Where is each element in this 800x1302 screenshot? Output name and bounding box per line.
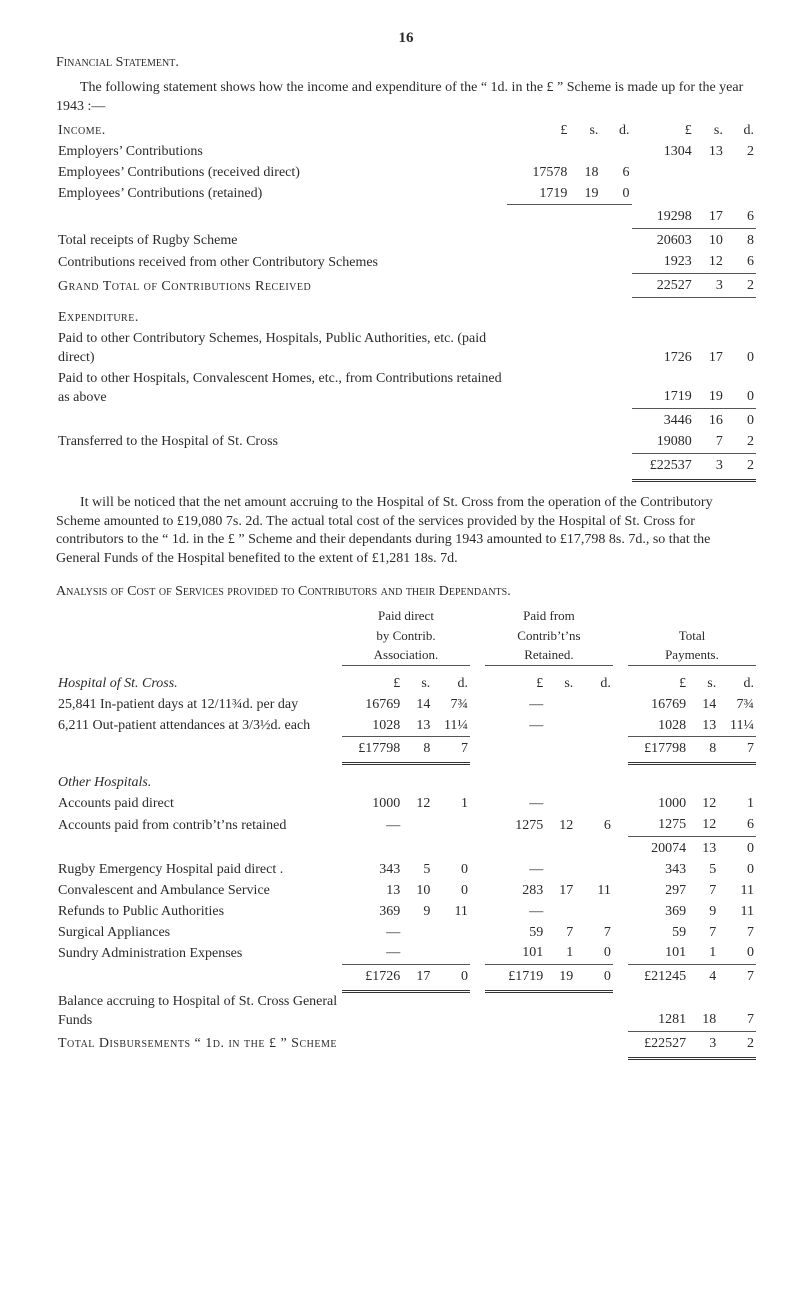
table-row: Rugby Emergency Hospital paid direct . 3…: [56, 860, 756, 881]
col-head-pound: £: [632, 121, 694, 142]
table-row: Convalescent and Ambulance Service 13 10…: [56, 881, 756, 902]
table-row: Refunds to Public Authorities 369 9 11 —…: [56, 902, 756, 923]
balance-row: Balance accruing to Hospital of St. Cros…: [56, 992, 756, 1032]
colhead: Paid direct: [342, 606, 470, 626]
table-row: Accounts paid from contrib’t’ns retained…: [56, 815, 756, 836]
colhead: Paid from: [485, 606, 613, 626]
table-row: Employers’ Contributions 1304 13 2: [56, 142, 756, 163]
subtotal-row: 20074 13 0: [56, 839, 756, 860]
grand-total-row: Grand Total of Contributions Received 22…: [56, 276, 756, 297]
totals-row: £1726 17 0 £1719 19 0 £21245 4 7: [56, 967, 756, 988]
page-number: 16: [56, 28, 756, 48]
analysis-table: Paid direct Paid from by Contrib. Contri…: [56, 606, 756, 1060]
subtotal-row: 19298 17 6: [56, 207, 756, 228]
table-row: Surgical Appliances — 59 7 7 59 7 7: [56, 923, 756, 944]
grand-total-row: £22537 3 2: [56, 456, 756, 477]
table-row: Paid to other Contributory Schemes, Hosp…: [56, 329, 756, 369]
narrative-paragraph: It will be noticed that the net amount a…: [56, 494, 756, 570]
table-row: Contributions received from other Contri…: [56, 252, 756, 273]
subtotal-row: 3446 16 0: [56, 411, 756, 432]
table-row: 25,841 In-patient days at 12/11¾d. per d…: [56, 695, 756, 716]
expenditure-heading: Expenditure.: [56, 308, 507, 329]
total-disbursements-row: Total Disbursements “ 1d. in the £ ” Sch…: [56, 1034, 756, 1055]
analysis-heading: Analysis of Cost of Services provided to…: [56, 583, 756, 602]
table-row: Paid to other Hospitals, Convalescent Ho…: [56, 369, 756, 409]
financial-statement-heading: Financial Statement.: [56, 54, 756, 73]
table-row: 6,211 Out-patient attendances at 3/3½d. …: [56, 716, 756, 737]
table-row: Transferred to the Hospital of St. Cross…: [56, 432, 756, 453]
other-hospitals-heading: Other Hospitals.: [56, 773, 342, 794]
table-row: Sundry Administration Expenses — 101 1 0…: [56, 943, 756, 964]
income-table: Income. £ s. d. £ s. d. Employers’ Contr…: [56, 121, 756, 482]
hosp-heading: Hospital of St. Cross.: [56, 674, 342, 695]
table-row: Accounts paid direct 1000 12 1 — 1000 12…: [56, 794, 756, 815]
col-head-d: d.: [725, 121, 756, 142]
table-row: Total receipts of Rugby Scheme 20603 10 …: [56, 231, 756, 252]
col-head-s: s.: [694, 121, 725, 142]
intro-paragraph: The following statement shows how the in…: [56, 79, 756, 117]
table-row: Employees’ Contributions (retained) 1719…: [56, 184, 756, 205]
income-label: Income.: [56, 121, 507, 142]
table-row: Employees’ Contributions (received direc…: [56, 163, 756, 184]
col-head-s: s.: [569, 121, 600, 142]
col-head-pound: £: [507, 121, 569, 142]
col-head-d: d.: [600, 121, 631, 142]
subtotal-row: £17798 8 7 £17798 8 7: [56, 739, 756, 760]
